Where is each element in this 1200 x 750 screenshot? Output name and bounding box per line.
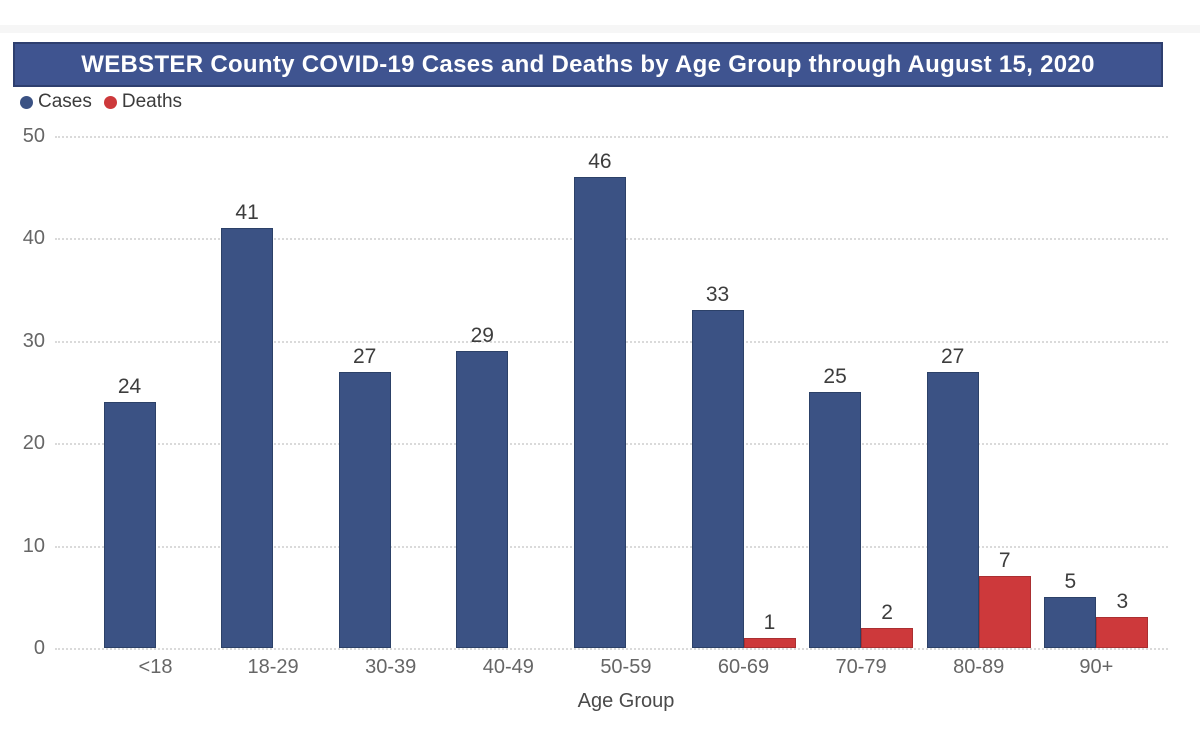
y-tick-label-10: 10	[22, 534, 45, 557]
x-tick-label-90: 90+	[1079, 656, 1114, 678]
cases-value-label-6069: 33	[705, 283, 730, 307]
legend-label-cases: Cases	[38, 91, 92, 112]
cases-value-label-4049: 29	[470, 324, 494, 348]
legend: Cases Deaths	[20, 91, 182, 113]
deaths-value-label-6069: 1	[763, 610, 776, 634]
legend-item-cases[interactable]: Cases	[20, 91, 92, 113]
deaths-bar-6069[interactable]	[743, 637, 796, 648]
cases-bar-8089[interactable]	[926, 371, 979, 648]
x-tick-label-1829: 18-29	[247, 656, 299, 678]
cases-bar-3039[interactable]	[338, 371, 391, 648]
cases-bar-5059[interactable]	[573, 176, 626, 648]
y-tick-label-40: 40	[22, 227, 45, 250]
cases-bar-18[interactable]	[103, 402, 156, 648]
cases-value-label-3039: 27	[353, 344, 377, 368]
x-tick-label-8089: 80-89	[953, 656, 1005, 678]
deaths-bar-90[interactable]	[1096, 617, 1149, 648]
cases-bar-4049[interactable]	[456, 351, 509, 648]
deaths-value-label-90: 3	[1116, 590, 1129, 614]
deaths-value-label-8089: 7	[998, 549, 1011, 573]
gridline-y0	[55, 648, 1168, 650]
y-tick-label-50: 50	[22, 125, 45, 147]
cases-value-label-5059: 46	[588, 149, 612, 173]
x-tick-label-3039: 30-39	[365, 656, 417, 678]
top-strip	[0, 25, 1200, 33]
cases-value-label-8089: 27	[941, 344, 965, 368]
x-axis-title: Age Group	[577, 690, 675, 712]
cases-bar-1829[interactable]	[221, 228, 274, 648]
x-tick-label-7079: 70-79	[835, 656, 887, 678]
title-banner: WEBSTER County COVID-19 Cases and Deaths…	[13, 42, 1163, 87]
cases-bar-7079[interactable]	[809, 392, 862, 648]
x-tick-label-6069: 60-69	[717, 656, 770, 678]
x-tick-label-4049: 40-49	[482, 656, 534, 678]
cases-value-label-7079: 25	[823, 365, 847, 388]
cases-legend-dot-icon	[20, 95, 33, 109]
cases-bar-90[interactable]	[1044, 596, 1097, 648]
y-tick-label-20: 20	[22, 432, 45, 455]
deaths-bar-7079[interactable]	[861, 627, 914, 648]
legend-item-deaths[interactable]: Deaths	[103, 91, 183, 113]
deaths-value-label-7079: 2	[881, 600, 893, 624]
deaths-legend-dot-icon	[103, 95, 117, 109]
y-tick-label-0: 0	[33, 637, 45, 659]
chart-title: WEBSTER County COVID-19 Cases and Deaths…	[81, 50, 1095, 78]
cases-bar-6069[interactable]	[691, 310, 744, 648]
gridline-y50	[55, 136, 1168, 138]
cases-value-label-90: 5	[1064, 569, 1077, 593]
x-tick-label-18: <18	[138, 656, 173, 678]
y-tick-label-30: 30	[22, 329, 45, 352]
x-tick-label-5059: 50-59	[600, 656, 652, 678]
cases-value-label-18: 24	[117, 375, 142, 399]
deaths-bar-8089[interactable]	[978, 576, 1031, 648]
cases-value-label-1829: 41	[235, 201, 259, 225]
legend-label-deaths: Deaths	[121, 91, 183, 112]
